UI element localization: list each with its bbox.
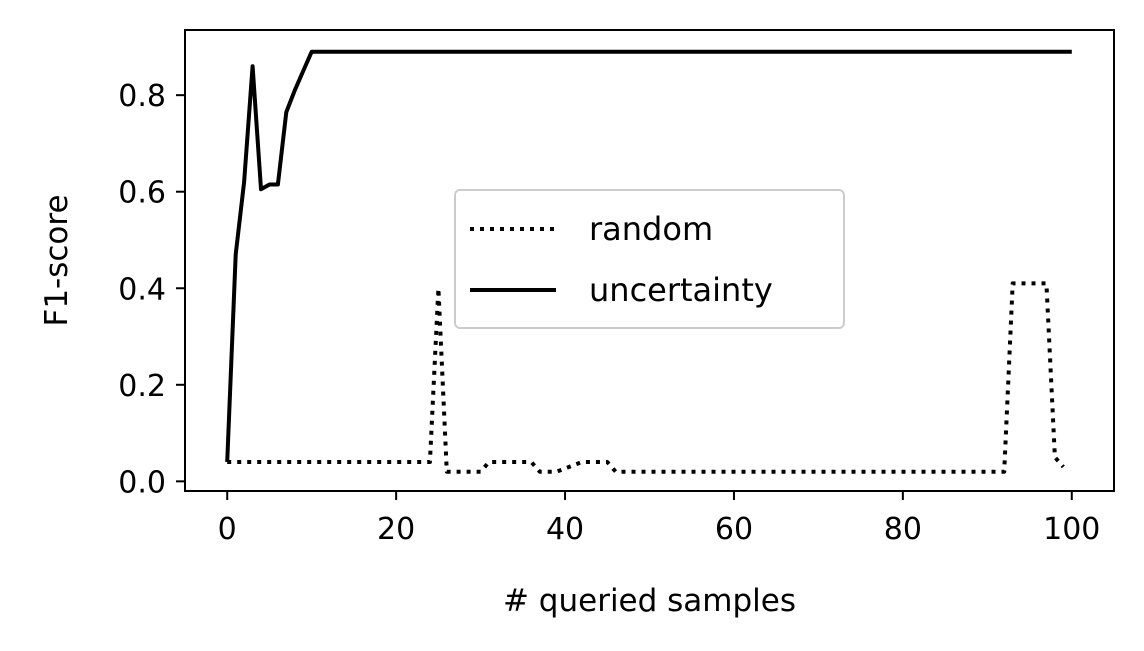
legend-label-uncertainty: uncertainty — [589, 271, 773, 309]
x-tick-label-80: 80 — [884, 512, 922, 547]
y-tick-label-0.2: 0.2 — [118, 369, 166, 404]
x-tick-label-100: 100 — [1043, 512, 1100, 547]
y-axis-label: F1-score — [39, 194, 75, 326]
y-tick-label-0.0: 0.0 — [118, 465, 166, 500]
x-tick-label-40: 40 — [546, 512, 584, 547]
ticks-layer: 0 20 40 60 80 100 0.0 0.2 0.4 0.6 0.8 — [118, 79, 1100, 547]
plot-frame — [184, 29, 1115, 492]
x-tick-label-20: 20 — [377, 512, 415, 547]
x-tick-label-60: 60 — [715, 512, 753, 547]
x-tick-label-0: 0 — [218, 512, 237, 547]
y-tick-label-0.6: 0.6 — [118, 176, 166, 211]
x-axis-label: # queried samples — [503, 583, 796, 619]
legend-box — [454, 189, 845, 329]
series-layer — [225, 49, 1072, 474]
legend: random uncertainty — [454, 189, 845, 329]
y-tick-label-0.8: 0.8 — [118, 79, 166, 114]
series-line-uncertainty — [225, 49, 1072, 463]
series-line-random — [227, 281, 1065, 474]
legend-label-random: random — [589, 210, 713, 248]
y-tick-label-0.4: 0.4 — [118, 272, 166, 307]
